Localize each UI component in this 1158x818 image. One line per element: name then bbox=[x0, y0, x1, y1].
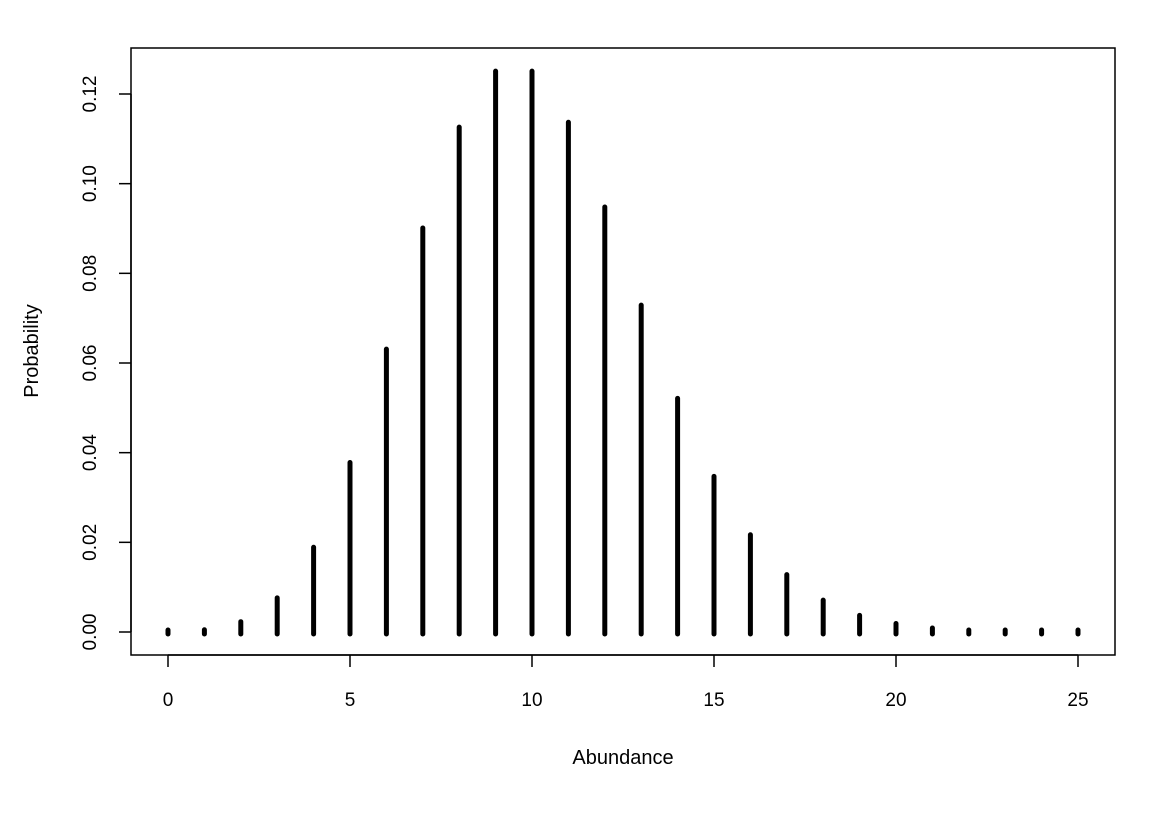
x-axis: 0 5 10 15 20 25 bbox=[163, 654, 1089, 711]
y-tick-label: 0.02 bbox=[80, 524, 101, 561]
x-axis-title: Abundance bbox=[572, 747, 673, 769]
y-tick-label: 0.10 bbox=[80, 165, 101, 202]
plot-frame bbox=[130, 47, 1116, 656]
bars-group bbox=[165, 68, 1081, 637]
x-tick-label: 10 bbox=[521, 690, 542, 711]
y-axis: 0.00 0.02 0.04 0.06 0.08 0.10 0.12 bbox=[80, 76, 132, 651]
x-tick-label: 0 bbox=[163, 690, 174, 711]
x-tick-label: 20 bbox=[885, 690, 906, 711]
y-tick-label: 0.04 bbox=[80, 434, 101, 471]
y-tick-label: 0.06 bbox=[80, 345, 101, 382]
x-tick-label: 15 bbox=[703, 690, 724, 711]
y-axis-title: Probability bbox=[21, 304, 43, 397]
y-tick-label: 0.08 bbox=[80, 255, 101, 292]
x-tick-label: 5 bbox=[345, 690, 356, 711]
y-tick-label: 0.00 bbox=[80, 614, 101, 651]
y-tick-label: 0.12 bbox=[80, 76, 101, 113]
x-tick-label: 25 bbox=[1067, 690, 1088, 711]
